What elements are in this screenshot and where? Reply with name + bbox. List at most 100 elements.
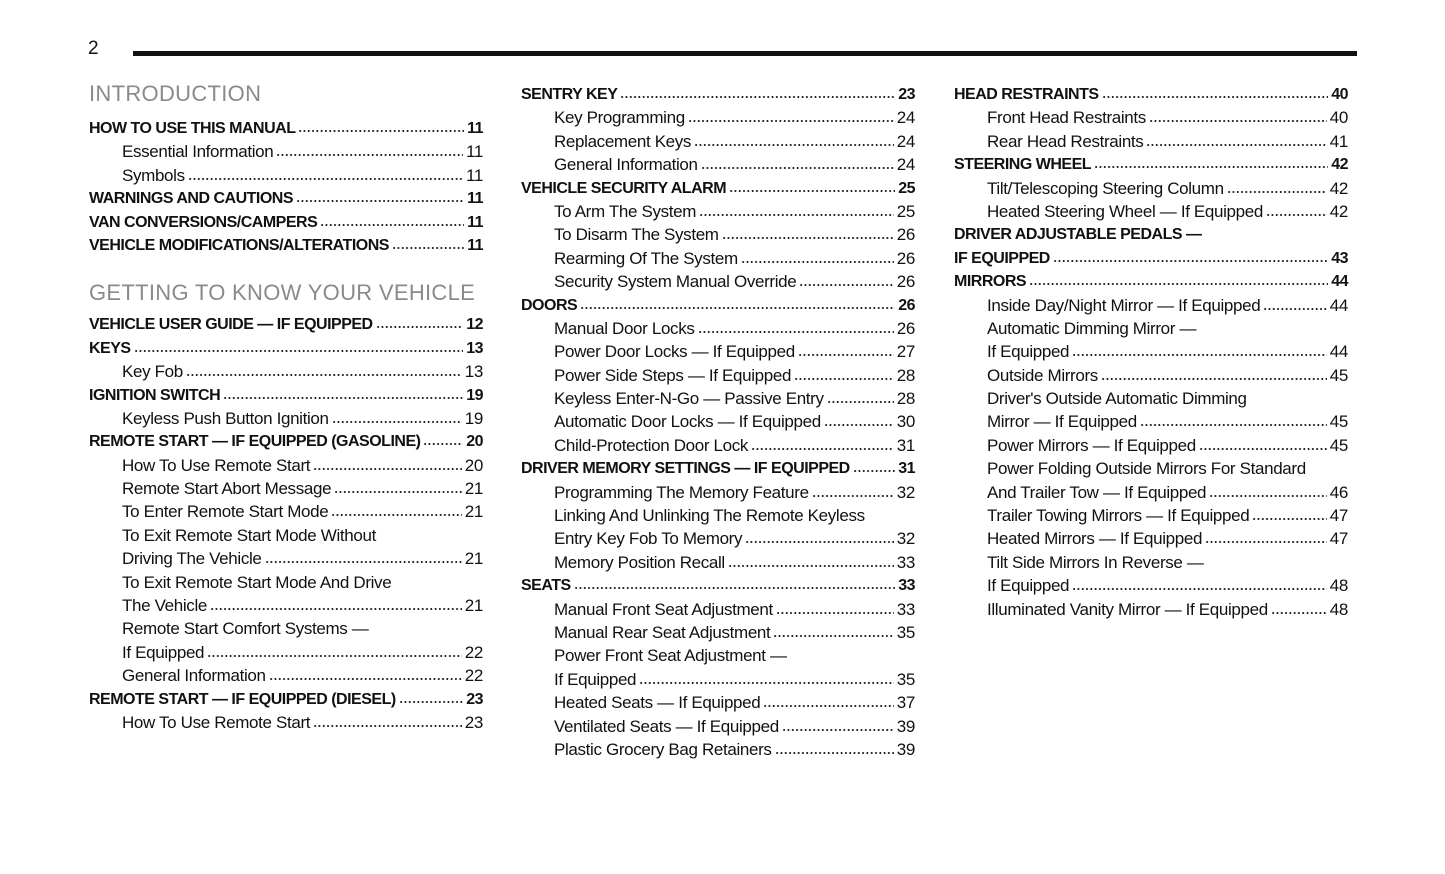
entry-title: IGNITION SWITCH xyxy=(89,386,221,404)
toc-sub-entry[interactable]: Security System Manual Override 26 xyxy=(521,270,915,293)
entry-page-number: 11 xyxy=(466,142,483,162)
entry-title: Ventilated Seats — If Equipped xyxy=(554,716,779,736)
toc-sub-entry[interactable]: How To Use Remote Start 23 xyxy=(89,711,483,734)
toc-sub-entry[interactable]: Power Front Seat Adjustment — xyxy=(521,644,915,667)
toc-heading-entry[interactable]: VAN CONVERSIONS/CAMPERS 11 xyxy=(89,211,483,234)
entry-page-number: 37 xyxy=(896,693,916,713)
entry-title: VAN CONVERSIONS/CAMPERS xyxy=(89,213,318,231)
toc-heading-entry[interactable]: STEERING WHEEL 42 xyxy=(954,153,1348,176)
toc-sub-entry[interactable]: Memory Position Recall 33 xyxy=(521,551,915,574)
toc-sub-entry[interactable]: Automatic Dimming Mirror — xyxy=(954,317,1348,340)
toc-sub-entry[interactable]: Driver's Outside Automatic Dimming xyxy=(954,387,1348,410)
toc-sub-entry[interactable]: Front Head Restraints 40 xyxy=(954,106,1348,129)
toc-sub-entry[interactable]: Linking And Unlinking The Remote Keyless xyxy=(521,504,915,527)
toc-sub-entry[interactable]: Plastic Grocery Bag Retainers 39 xyxy=(521,738,915,761)
dot-leader xyxy=(375,325,464,330)
toc-heading-entry[interactable]: DRIVER ADJUSTABLE PEDALS — xyxy=(954,223,1348,246)
dot-leader xyxy=(727,563,894,568)
toc-sub-entry[interactable]: Illuminated Vanity Mirror — If Equipped 4… xyxy=(954,598,1348,621)
toc-sub-entry[interactable]: To Disarm The System 26 xyxy=(521,223,915,246)
entry-title: How To Use Remote Start xyxy=(122,455,311,475)
toc-sub-entry[interactable]: To Arm The System 25 xyxy=(521,200,915,223)
toc-sub-entry[interactable]: Remote Start Abort Message 21 xyxy=(89,477,483,500)
toc-sub-entry[interactable]: Child-Protection Door Lock 31 xyxy=(521,434,915,457)
entry-page-number: 43 xyxy=(1331,249,1348,267)
dot-leader xyxy=(797,353,894,358)
toc-heading-entry[interactable]: MIRRORS 44 xyxy=(954,270,1348,293)
toc-sub-entry[interactable]: If Equipped 48 xyxy=(954,574,1348,597)
toc-heading-entry[interactable]: VEHICLE MODIFICATIONS/ALTERATIONS 11 xyxy=(89,234,483,257)
toc-sub-entry[interactable]: Power Mirrors — If Equipped 45 xyxy=(954,434,1348,457)
toc-heading-entry[interactable]: WARNINGS AND CAUTIONS 11 xyxy=(89,187,483,210)
toc-sub-entry[interactable]: Trailer Towing Mirrors — If Equipped 47 xyxy=(954,504,1348,527)
dot-leader xyxy=(687,119,894,124)
entry-page-number: 42 xyxy=(1329,178,1349,198)
toc-sub-entry[interactable]: Manual Door Locks 26 xyxy=(521,317,915,340)
toc-sub-entry[interactable]: Programming The Memory Feature 32 xyxy=(521,481,915,504)
toc-sub-entry[interactable]: Replacement Keys 24 xyxy=(521,130,915,153)
entry-title: Security System Manual Override xyxy=(554,272,797,292)
entry-page-number: 21 xyxy=(464,549,484,569)
toc-sub-entry[interactable]: And Trailer Tow — If Equipped 46 xyxy=(954,481,1348,504)
entry-page-number: 19 xyxy=(466,386,483,404)
toc-sub-entry[interactable]: Essential Information 11 xyxy=(89,140,483,163)
entry-title: Power Mirrors — If Equipped xyxy=(987,435,1196,455)
toc-sub-entry[interactable]: Heated Mirrors — If Equipped 47 xyxy=(954,527,1348,550)
toc-sub-entry[interactable]: Remote Start Comfort Systems — xyxy=(89,617,483,640)
toc-heading-entry[interactable]: DOORS 26 xyxy=(521,294,915,317)
toc-sub-entry[interactable]: Driving The Vehicle 21 xyxy=(89,547,483,570)
dot-leader xyxy=(398,699,464,704)
entry-title: SENTRY KEY xyxy=(521,86,618,103)
toc-sub-entry[interactable]: How To Use Remote Start 20 xyxy=(89,454,483,477)
toc-sub-entry[interactable]: Power Folding Outside Mirrors For Standa… xyxy=(954,457,1348,480)
toc-sub-entry[interactable]: Automatic Door Locks — If Equipped 30 xyxy=(521,410,915,433)
toc-sub-entry[interactable]: Keyless Push Button Ignition 19 xyxy=(89,407,483,430)
toc-sub-entry[interactable]: Symbols 11 xyxy=(89,164,483,187)
toc-sub-entry[interactable]: Manual Rear Seat Adjustment 35 xyxy=(521,621,915,644)
toc-heading-entry[interactable]: HEAD RESTRAINTS 40 xyxy=(954,83,1348,106)
toc-sub-entry[interactable]: To Enter Remote Start Mode 21 xyxy=(89,500,483,523)
toc-heading-entry[interactable]: DRIVER MEMORY SETTINGS — IF EQUIPPED 31 xyxy=(521,457,915,480)
toc-sub-entry[interactable]: To Exit Remote Start Mode Without xyxy=(89,524,483,547)
entry-page-number: 26 xyxy=(896,318,916,338)
toc-heading-entry[interactable]: REMOTE START — IF EQUIPPED (DIESEL) 23 xyxy=(89,688,483,711)
toc-heading-entry[interactable]: VEHICLE USER GUIDE — IF EQUIPPED 12 xyxy=(89,313,483,336)
toc-sub-entry[interactable]: The Vehicle 21 xyxy=(89,594,483,617)
toc-sub-entry[interactable]: Ventilated Seats — If Equipped 39 xyxy=(521,715,915,738)
toc-heading-entry[interactable]: HOW TO USE THIS MANUAL 11 xyxy=(89,117,483,140)
toc-sub-entry[interactable]: Manual Front Seat Adjustment 33 xyxy=(521,598,915,621)
toc-sub-entry[interactable]: To Exit Remote Start Mode And Drive xyxy=(89,571,483,594)
toc-sub-entry[interactable]: General Information 22 xyxy=(89,664,483,687)
toc-heading-entry[interactable]: SEATS 33 xyxy=(521,574,915,597)
toc-sub-entry[interactable]: Tilt/Telescoping Steering Column 42 xyxy=(954,177,1348,200)
dot-leader xyxy=(298,129,465,133)
toc-sub-entry[interactable]: Heated Seats — If Equipped 37 xyxy=(521,691,915,714)
toc-sub-entry[interactable]: Mirror — If Equipped 45 xyxy=(954,410,1348,433)
toc-heading-entry[interactable]: KEYS 13 xyxy=(89,337,483,360)
toc-sub-entry[interactable]: If Equipped 22 xyxy=(89,641,483,664)
toc-sub-entry[interactable]: Key Programming 24 xyxy=(521,106,915,129)
toc-sub-entry[interactable]: Power Side Steps — If Equipped 28 xyxy=(521,364,915,387)
toc-sub-entry[interactable]: Key Fob 13 xyxy=(89,360,483,383)
toc-heading-entry[interactable]: VEHICLE SECURITY ALARM 25 xyxy=(521,177,915,200)
toc-sub-entry[interactable]: Power Door Locks — If Equipped 27 xyxy=(521,340,915,363)
entry-page-number: 11 xyxy=(467,190,483,208)
toc-sub-entry[interactable]: General Information 24 xyxy=(521,153,915,176)
toc-heading-entry[interactable]: IF EQUIPPED 43 xyxy=(954,247,1348,270)
entry-title: Symbols xyxy=(122,165,185,185)
toc-sub-entry[interactable]: Rear Head Restraints 41 xyxy=(954,130,1348,153)
toc-sub-entry[interactable]: Tilt Side Mirrors In Reverse — xyxy=(954,551,1348,574)
toc-sub-entry[interactable]: Heated Steering Wheel — If Equipped 42 xyxy=(954,200,1348,223)
toc-sub-entry[interactable]: Entry Key Fob To Memory 32 xyxy=(521,527,915,550)
entry-page-number: 24 xyxy=(896,155,916,175)
toc-heading-entry[interactable]: REMOTE START — IF EQUIPPED (GASOLINE) 20 xyxy=(89,430,483,453)
toc-heading-entry[interactable]: SENTRY KEY 23 xyxy=(521,83,915,106)
toc-sub-entry[interactable]: Keyless Enter-N-Go — Passive Entry 28 xyxy=(521,387,915,410)
toc-sub-entry[interactable]: Rearming Of The System 26 xyxy=(521,247,915,270)
toc-heading-entry[interactable]: IGNITION SWITCH 19 xyxy=(89,384,483,407)
toc-sub-entry[interactable]: Outside Mirrors 45 xyxy=(954,364,1348,387)
toc-sub-entry[interactable]: Inside Day/Night Mirror — If Equipped 44 xyxy=(954,294,1348,317)
toc-sub-entry[interactable]: If Equipped 44 xyxy=(954,340,1348,363)
dot-leader xyxy=(823,423,894,428)
toc-sub-entry[interactable]: If Equipped 35 xyxy=(521,668,915,691)
